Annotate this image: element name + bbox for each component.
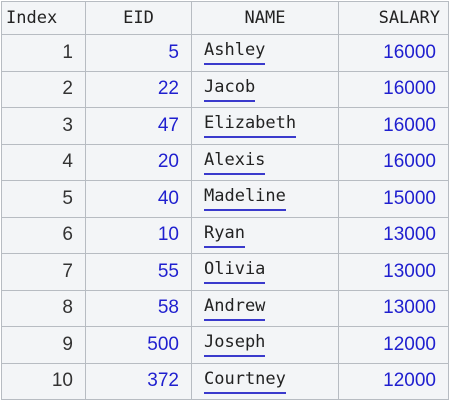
name-link[interactable]: Andrew — [204, 296, 266, 321]
index-cell[interactable]: 9 — [1, 326, 86, 364]
index-cell[interactable]: 1 — [1, 34, 86, 72]
table-row[interactable]: 10 372 Courtney 12000 — [1, 362, 449, 400]
name-link[interactable]: Ryan — [204, 223, 245, 248]
table-row[interactable]: 2 22 Jacob 16000 — [1, 70, 449, 108]
eid-cell[interactable]: 5 — [85, 34, 192, 72]
index-cell[interactable]: 5 — [1, 180, 86, 218]
header-row: Index EID NAME SALARY — [1, 1, 449, 35]
name-link[interactable]: Ashley — [204, 40, 266, 66]
name-link[interactable]: Jacob — [204, 77, 256, 102]
name-cell[interactable]: Elizabeth — [191, 107, 339, 145]
column-header-name[interactable]: NAME — [191, 1, 339, 35]
name-link[interactable]: Alexis — [204, 150, 266, 175]
name-link[interactable]: Joseph — [204, 332, 266, 358]
name-cell[interactable]: Jacob — [191, 70, 339, 108]
name-cell[interactable]: Madeline — [191, 180, 339, 218]
eid-cell[interactable]: 20 — [85, 143, 192, 181]
table-row[interactable]: 6 10 Ryan 13000 — [1, 216, 449, 254]
salary-cell[interactable]: 12000 — [338, 362, 449, 400]
salary-cell[interactable]: 16000 — [338, 107, 449, 145]
index-cell[interactable]: 3 — [1, 107, 86, 145]
eid-cell[interactable]: 10 — [85, 216, 192, 254]
index-cell[interactable]: 7 — [1, 253, 86, 291]
salary-cell[interactable]: 16000 — [338, 70, 449, 108]
salary-cell[interactable]: 15000 — [338, 180, 449, 218]
salary-cell[interactable]: 13000 — [338, 253, 449, 291]
index-cell[interactable]: 4 — [1, 143, 86, 181]
name-link[interactable]: Courtney — [204, 369, 286, 394]
table-row[interactable]: 7 55 Olivia 13000 — [1, 253, 449, 291]
eid-cell[interactable]: 22 — [85, 70, 192, 108]
name-link[interactable]: Olivia — [204, 259, 266, 285]
name-cell[interactable]: Olivia — [191, 253, 339, 291]
name-cell[interactable]: Joseph — [191, 326, 339, 364]
index-cell[interactable]: 2 — [1, 70, 86, 108]
table-row[interactable]: 5 40 Madeline 15000 — [1, 180, 449, 218]
name-cell[interactable]: Ashley — [191, 34, 339, 72]
column-header-salary[interactable]: SALARY — [338, 1, 449, 35]
salary-cell[interactable]: 16000 — [338, 143, 449, 181]
index-cell[interactable]: 10 — [1, 362, 86, 400]
name-link[interactable]: Madeline — [204, 186, 286, 212]
column-header-eid[interactable]: EID — [85, 1, 192, 35]
salary-cell[interactable]: 16000 — [338, 34, 449, 72]
name-cell[interactable]: Alexis — [191, 143, 339, 181]
salary-cell[interactable]: 12000 — [338, 326, 449, 364]
eid-cell[interactable]: 372 — [85, 362, 192, 400]
name-cell[interactable]: Andrew — [191, 289, 339, 327]
eid-cell[interactable]: 55 — [85, 253, 192, 291]
name-cell[interactable]: Courtney — [191, 362, 339, 400]
index-cell[interactable]: 6 — [1, 216, 86, 254]
name-cell[interactable]: Ryan — [191, 216, 339, 254]
table-row[interactable]: 4 20 Alexis 16000 — [1, 143, 449, 181]
index-cell[interactable]: 8 — [1, 289, 86, 327]
table-row[interactable]: 9 500 Joseph 12000 — [1, 326, 449, 364]
eid-cell[interactable]: 40 — [85, 180, 192, 218]
salary-cell[interactable]: 13000 — [338, 216, 449, 254]
eid-cell[interactable]: 47 — [85, 107, 192, 145]
salary-cell[interactable]: 13000 — [338, 289, 449, 327]
eid-cell[interactable]: 58 — [85, 289, 192, 327]
table-row[interactable]: 3 47 Elizabeth 16000 — [1, 107, 449, 145]
column-header-index[interactable]: Index — [1, 1, 86, 35]
name-link[interactable]: Elizabeth — [204, 113, 297, 139]
eid-cell[interactable]: 500 — [85, 326, 192, 364]
table-row[interactable]: 8 58 Andrew 13000 — [1, 289, 449, 327]
employee-table: Index EID NAME SALARY 1 5 Ashley 16000 2… — [1, 1, 449, 400]
table-row[interactable]: 1 5 Ashley 16000 — [1, 34, 449, 72]
